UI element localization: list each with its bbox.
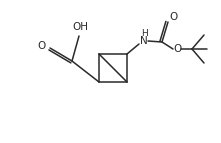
Text: OH: OH	[72, 22, 88, 32]
Text: N: N	[140, 36, 148, 46]
Text: O: O	[38, 41, 46, 51]
Text: H: H	[141, 29, 147, 38]
Text: O: O	[174, 44, 182, 54]
Text: O: O	[169, 12, 177, 22]
